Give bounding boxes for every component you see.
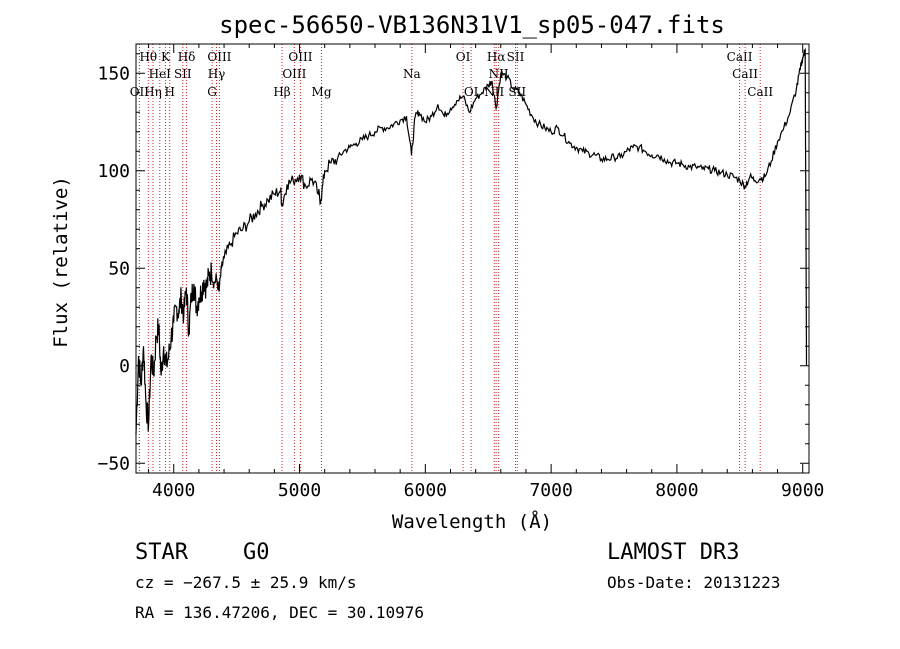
object-class: STAR <box>135 540 188 565</box>
line-label-sii-21: SII <box>507 50 525 64</box>
line-label-oi-17: OI <box>464 85 479 99</box>
plot-frame <box>135 43 810 474</box>
line-label-nii-18: NII <box>484 85 504 99</box>
line-label-caii-24: CaII <box>732 67 758 81</box>
x-tick-label: 7000 <box>529 480 572 501</box>
line-label-hθ-0: Hθ <box>139 50 157 64</box>
line-label-hδ-6: Hδ <box>178 50 196 64</box>
flux-series-line <box>135 47 808 435</box>
y-tick-label: −50 <box>97 453 130 474</box>
x-tick-label: 9000 <box>781 480 824 501</box>
sky-coordinates: RA = 136.47206, DEC = 30.10976 <box>135 603 424 622</box>
chart-title: spec-56650-VB136N31V1_sp05-047.fits <box>219 11 725 39</box>
object-subclass: G0 <box>243 540 270 565</box>
line-label-mg-14: Mg <box>312 85 332 99</box>
x-axis-label: Wavelength (Å) <box>392 510 552 533</box>
line-label-oiii-12: OIII <box>282 67 306 81</box>
line-label-k-4: K <box>161 50 171 64</box>
line-label-h-5: H <box>164 85 174 99</box>
x-axis-ticks: 4000 5000 6000 7000 8000 9000 <box>148 44 824 501</box>
line-label-oiii-13: OIII <box>288 50 312 64</box>
x-tick-label: 4000 <box>152 480 195 501</box>
y-tick-label: 50 <box>108 258 130 279</box>
survey-name: LAMOST DR3 <box>607 540 740 565</box>
line-label-hγ-9: Hγ <box>208 67 226 81</box>
line-label-oi-16: OI <box>456 50 471 64</box>
observation-date: Obs-Date: 20131223 <box>607 573 781 592</box>
line-label-oiii-10: OIII <box>207 50 231 64</box>
x-tick-label: 5000 <box>278 480 321 501</box>
x-tick-label: 8000 <box>655 480 698 501</box>
y-tick-label: 100 <box>97 161 130 182</box>
line-label-hη-2: Hη <box>144 85 162 99</box>
line-label-g-8: G <box>207 85 217 99</box>
line-label-oii-1: OII <box>130 85 150 99</box>
x-tick-label: 6000 <box>404 480 447 501</box>
line-label-hei-3: HeI <box>149 67 172 81</box>
y-tick-label: 0 <box>119 356 130 377</box>
line-label-nii-20: NII <box>489 67 509 81</box>
line-label-sii-7: SII <box>174 67 192 81</box>
y-axis-label: Flux (relative) <box>50 176 72 348</box>
line-label-caii-25: CaII <box>747 85 773 99</box>
y-axis-ticks: −50 0 50 100 150 <box>97 53 809 474</box>
redshift-cz: cz = −267.5 ± 25.9 km/s <box>135 573 357 592</box>
line-label-caii-23: CaII <box>727 50 753 64</box>
line-label-hβ-11: Hβ <box>273 85 290 99</box>
y-tick-label: 150 <box>97 63 130 84</box>
line-label-hα-19: Hα <box>487 50 506 64</box>
line-label-na-15: Na <box>403 67 421 81</box>
